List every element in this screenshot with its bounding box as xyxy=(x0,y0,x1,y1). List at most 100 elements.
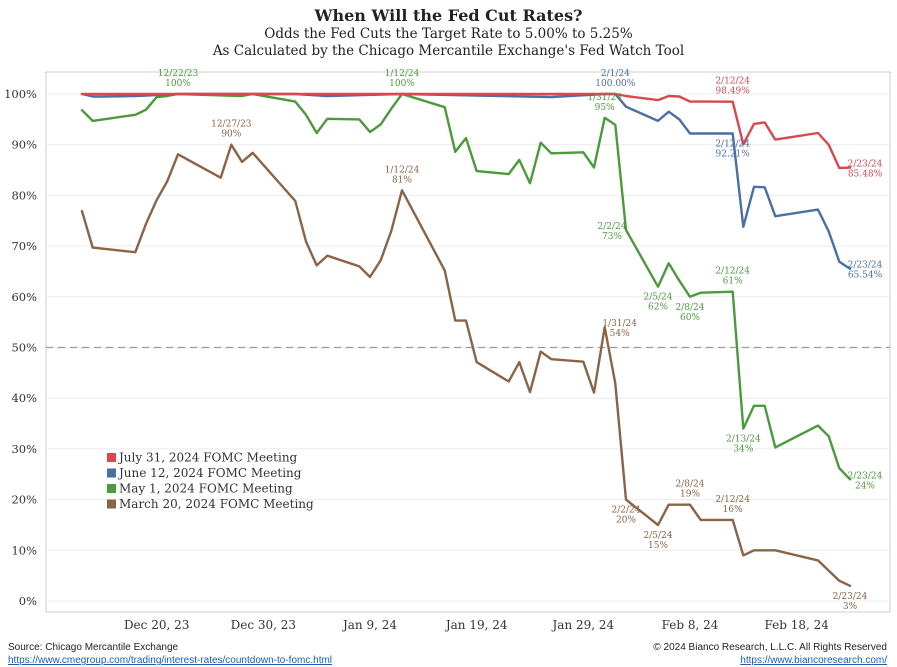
y-tick-label: 0% xyxy=(19,594,37,608)
data-label-value: 65.54% xyxy=(848,271,883,281)
data-label-date: 2/5/24 xyxy=(644,293,673,303)
y-tick-label: 50% xyxy=(11,341,37,355)
x-tick-label: Jan 29, 24 xyxy=(550,618,614,632)
y-tick-label: 40% xyxy=(11,391,37,405)
source-link[interactable]: https://www.cmegroup.com/trading/interes… xyxy=(8,655,333,666)
series-june-12-2024-fomc-meeting xyxy=(80,92,852,270)
copyright-text: © 2024 Bianco Research, L.L.C. All Right… xyxy=(653,642,887,653)
y-tick-label: 20% xyxy=(11,493,37,507)
data-label-date: 2/12/24 xyxy=(715,267,750,277)
x-tick-label: Feb 18, 24 xyxy=(764,618,829,632)
y-tick-label: 10% xyxy=(11,543,37,557)
legend-swatch xyxy=(107,453,116,462)
data-label-value: 100% xyxy=(389,79,415,89)
x-tick-label: Jan 19, 24 xyxy=(444,618,508,632)
x-tick-label: Dec 20, 23 xyxy=(124,618,189,632)
data-label-date: 2/12/24 xyxy=(715,495,750,505)
data-label-date: 2/12/24 xyxy=(715,139,750,149)
legend-label: May 1, 2024 FOMC Meeting xyxy=(119,482,293,496)
y-tick-label: 90% xyxy=(11,138,37,152)
series-line xyxy=(80,92,852,170)
data-label-value: 98.49% xyxy=(716,87,751,97)
legend-label: March 20, 2024 FOMC Meeting xyxy=(119,497,314,511)
data-label-value: 95% xyxy=(595,103,615,113)
data-label-value: 100.00% xyxy=(595,79,635,89)
x-tick-label: Jan 9, 24 xyxy=(341,618,397,632)
title-block: When Will the Fed Cut Rates? Odds the Fe… xyxy=(0,6,897,60)
series-line xyxy=(80,92,852,270)
data-label-value: 34% xyxy=(733,445,753,455)
data-label-date: 1/31/24 xyxy=(602,319,637,329)
legend-swatch xyxy=(107,468,116,478)
data-label-date: 2/23/24 xyxy=(833,592,868,602)
legend-swatch xyxy=(107,499,116,509)
data-label-value: 24% xyxy=(855,481,875,491)
data-label-value: 16% xyxy=(723,505,743,515)
plot-frame xyxy=(45,71,891,613)
y-tick-label: 30% xyxy=(11,442,37,456)
data-label-date: 2/8/24 xyxy=(676,480,705,490)
data-label-date: 2/5/24 xyxy=(644,531,673,541)
data-label-date: 2/23/24 xyxy=(848,471,883,481)
series-march-20-2024-fomc-meeting xyxy=(80,143,852,587)
data-label-value: 54% xyxy=(610,329,630,339)
data-label-date: 2/2/24 xyxy=(612,506,641,516)
data-label-date: 2/1/24 xyxy=(601,69,630,79)
data-label-date: 1/12/24 xyxy=(385,165,420,175)
x-tick-label: Dec 30, 23 xyxy=(231,618,296,632)
data-label-date: 1/12/24 xyxy=(385,69,420,79)
data-label-date: 2/13/24 xyxy=(726,435,761,445)
data-label-date: 2/23/24 xyxy=(848,261,883,271)
series-line xyxy=(80,143,852,587)
y-tick-label: 60% xyxy=(11,290,37,304)
data-label-value: 3% xyxy=(843,602,858,612)
chart-subtitle-2: As Calculated by the Chicago Mercantile … xyxy=(212,43,685,59)
legend-label: July 31, 2024 FOMC Meeting xyxy=(117,451,298,465)
y-tick-label: 100% xyxy=(4,87,37,101)
y-tick-label: 80% xyxy=(11,188,37,202)
legend-swatch xyxy=(107,484,116,493)
site-link[interactable]: https://www.biancoresearch.com/ xyxy=(740,655,887,666)
x-tick-label: Feb 8, 24 xyxy=(662,618,719,632)
data-label-value: 15% xyxy=(648,541,668,551)
data-label-value: 100% xyxy=(165,79,191,89)
data-label-date: 12/27/23 xyxy=(211,120,252,130)
series-july-31-2024-fomc-meeting xyxy=(80,92,852,170)
footer-copyright: © 2024 Bianco Research, L.L.C. All Right… xyxy=(653,641,887,667)
data-label-date: 2/23/24 xyxy=(848,160,883,170)
data-label-date: 2/2/24 xyxy=(598,222,627,232)
data-label-date: 12/22/23 xyxy=(158,69,199,79)
data-label-value: 61% xyxy=(723,277,743,287)
data-label-value: 73% xyxy=(602,232,622,242)
data-label-value: 85.48% xyxy=(848,170,883,180)
data-label-value: 90% xyxy=(221,130,241,140)
data-label-value: 92.21% xyxy=(716,149,751,159)
data-label: 2/23/243% xyxy=(833,592,868,612)
data-label-value: 62% xyxy=(648,303,668,313)
y-tick-label: 70% xyxy=(11,239,37,253)
data-label-value: 20% xyxy=(616,516,636,526)
legend-label: June 12, 2024 FOMC Meeting xyxy=(117,466,302,480)
chart-subtitle-1: Odds the Fed Cuts the Target Rate to 5.0… xyxy=(264,26,633,42)
data-label-value: 81% xyxy=(392,175,412,185)
